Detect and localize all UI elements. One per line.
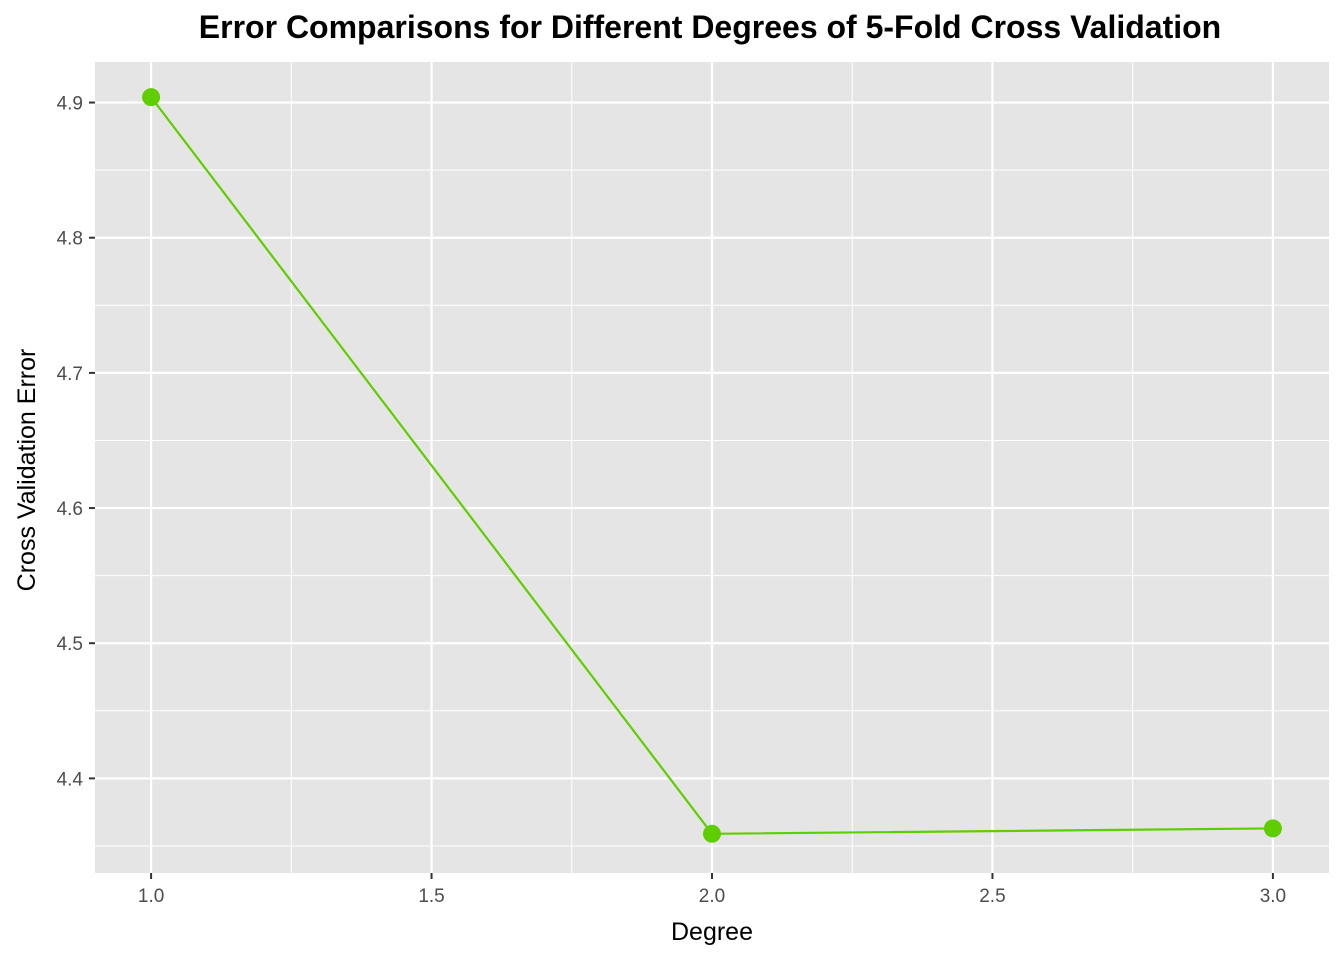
x-tick-label: 1.5 <box>418 886 444 907</box>
y-tick-label: 4.4 <box>57 769 84 790</box>
x-tick-label: 1.0 <box>138 886 164 907</box>
data-point <box>703 824 721 843</box>
y-tick-label: 4.8 <box>57 229 83 250</box>
y-axis-title: Cross Validation Error <box>13 349 41 592</box>
y-tick-label: 4.5 <box>57 634 83 655</box>
data-point <box>1263 819 1282 838</box>
data-point <box>142 88 161 107</box>
y-tick-labels: 4.4 4.5 4.6 4.7 4.8 4.9 <box>57 94 84 791</box>
axis-ticks <box>89 101 1274 879</box>
y-tick-label: 4.9 <box>57 94 83 115</box>
x-tick-label: 2.5 <box>979 886 1005 907</box>
x-tick-label: 3.0 <box>1260 886 1286 907</box>
x-tick-label: 2.0 <box>699 886 725 907</box>
x-tick-labels: 1.0 1.5 2.0 2.5 3.0 <box>138 886 1286 907</box>
series-points <box>142 88 1282 843</box>
y-tick-label: 4.7 <box>57 364 83 385</box>
x-axis-title: Degree <box>671 918 753 946</box>
y-tick-label: 4.6 <box>57 499 83 520</box>
chart-title: Error Comparisons for Different Degrees … <box>199 9 1221 45</box>
major-gridlines <box>95 62 1329 873</box>
